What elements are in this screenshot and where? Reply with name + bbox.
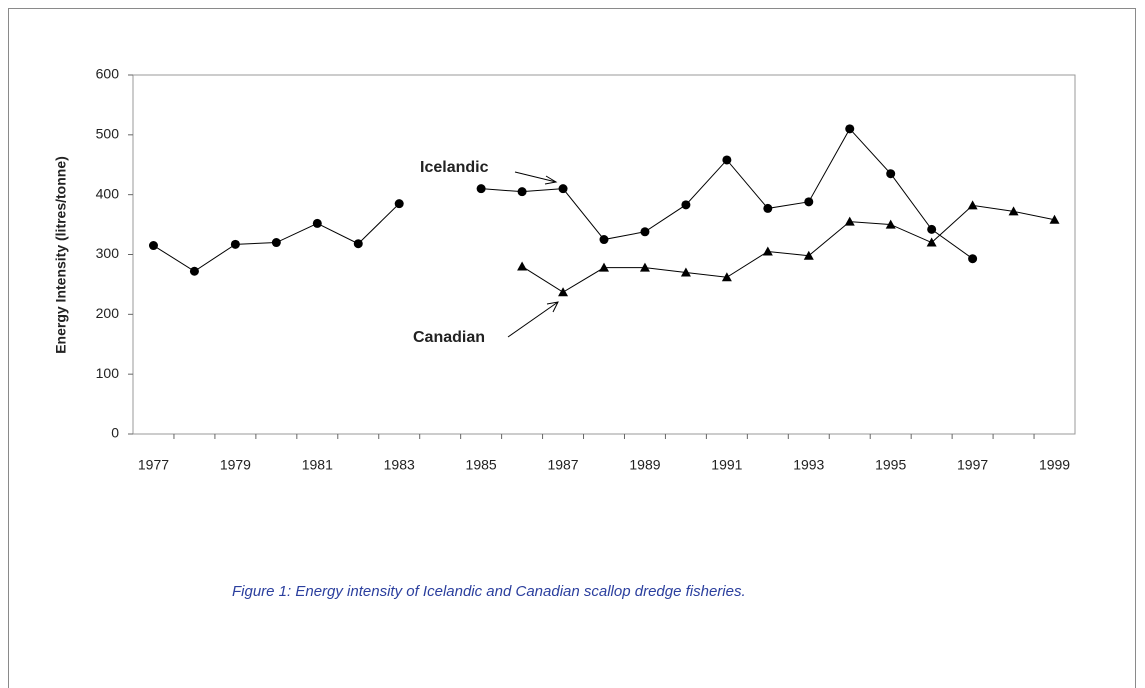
marker bbox=[639, 262, 650, 272]
marker bbox=[148, 241, 158, 251]
y-tick-label: 600 bbox=[96, 66, 120, 82]
x-tick-label: 1987 bbox=[547, 457, 578, 473]
y-tick-label: 0 bbox=[111, 425, 119, 441]
annotation: Canadian bbox=[413, 329, 485, 346]
marker bbox=[394, 199, 404, 209]
marker bbox=[967, 200, 978, 210]
arrow-head bbox=[544, 175, 558, 185]
y-tick-label: 200 bbox=[96, 305, 120, 321]
x-tick-label: 1979 bbox=[220, 457, 251, 473]
y-tick-label: 400 bbox=[96, 185, 120, 201]
y-tick-label: 100 bbox=[96, 365, 120, 381]
x-tick-label: 1993 bbox=[793, 457, 824, 473]
caption: Figure 1: Energy intensity of Icelandic … bbox=[232, 583, 746, 600]
x-tick-label: 1991 bbox=[711, 457, 742, 473]
marker bbox=[517, 187, 527, 197]
arrow-head bbox=[546, 301, 559, 313]
plot-frame bbox=[132, 74, 1076, 435]
marker bbox=[927, 224, 937, 234]
marker bbox=[1049, 214, 1060, 224]
series-line bbox=[153, 128, 973, 272]
marker bbox=[230, 239, 240, 249]
annotation: Icelandic bbox=[420, 159, 489, 176]
y-tick-label: 500 bbox=[96, 126, 120, 142]
marker bbox=[312, 218, 322, 228]
marker bbox=[681, 200, 691, 210]
marker bbox=[804, 197, 814, 207]
marker bbox=[762, 246, 773, 256]
marker bbox=[476, 184, 486, 194]
marker bbox=[189, 266, 199, 276]
marker bbox=[599, 235, 609, 245]
x-tick-label: 1997 bbox=[957, 457, 988, 473]
x-tick-label: 1995 bbox=[875, 457, 906, 473]
marker bbox=[885, 219, 896, 229]
x-tick-label: 1989 bbox=[629, 457, 660, 473]
marker bbox=[558, 287, 569, 297]
marker bbox=[926, 237, 937, 247]
marker bbox=[680, 267, 691, 277]
series-line bbox=[521, 204, 1055, 293]
marker bbox=[803, 250, 814, 260]
x-tick-label: 1983 bbox=[384, 457, 415, 473]
marker bbox=[721, 272, 732, 282]
marker bbox=[845, 124, 855, 134]
marker bbox=[968, 254, 978, 264]
marker bbox=[353, 239, 363, 249]
marker bbox=[271, 238, 281, 248]
marker bbox=[1008, 206, 1019, 216]
x-tick-label: 1981 bbox=[302, 457, 333, 473]
arrow bbox=[507, 301, 559, 338]
marker bbox=[722, 155, 732, 165]
x-tick-label: 1977 bbox=[138, 457, 169, 473]
frame bbox=[8, 8, 1136, 688]
arrow bbox=[514, 171, 557, 183]
x-tick-label: 1999 bbox=[1039, 457, 1070, 473]
marker bbox=[558, 184, 568, 194]
marker bbox=[640, 227, 650, 237]
marker bbox=[517, 261, 528, 271]
marker bbox=[886, 169, 896, 179]
y-axis-label: Energy Intensity (litres/tonne) bbox=[53, 156, 69, 354]
x-tick-label: 1985 bbox=[466, 457, 497, 473]
marker bbox=[763, 203, 773, 213]
marker bbox=[844, 216, 855, 226]
marker bbox=[599, 262, 609, 272]
y-tick-label: 300 bbox=[96, 245, 120, 261]
